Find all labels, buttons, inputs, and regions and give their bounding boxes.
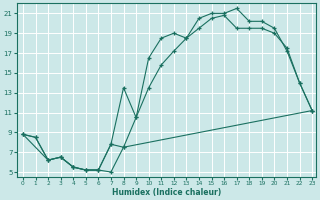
X-axis label: Humidex (Indice chaleur): Humidex (Indice chaleur) [112,188,221,197]
